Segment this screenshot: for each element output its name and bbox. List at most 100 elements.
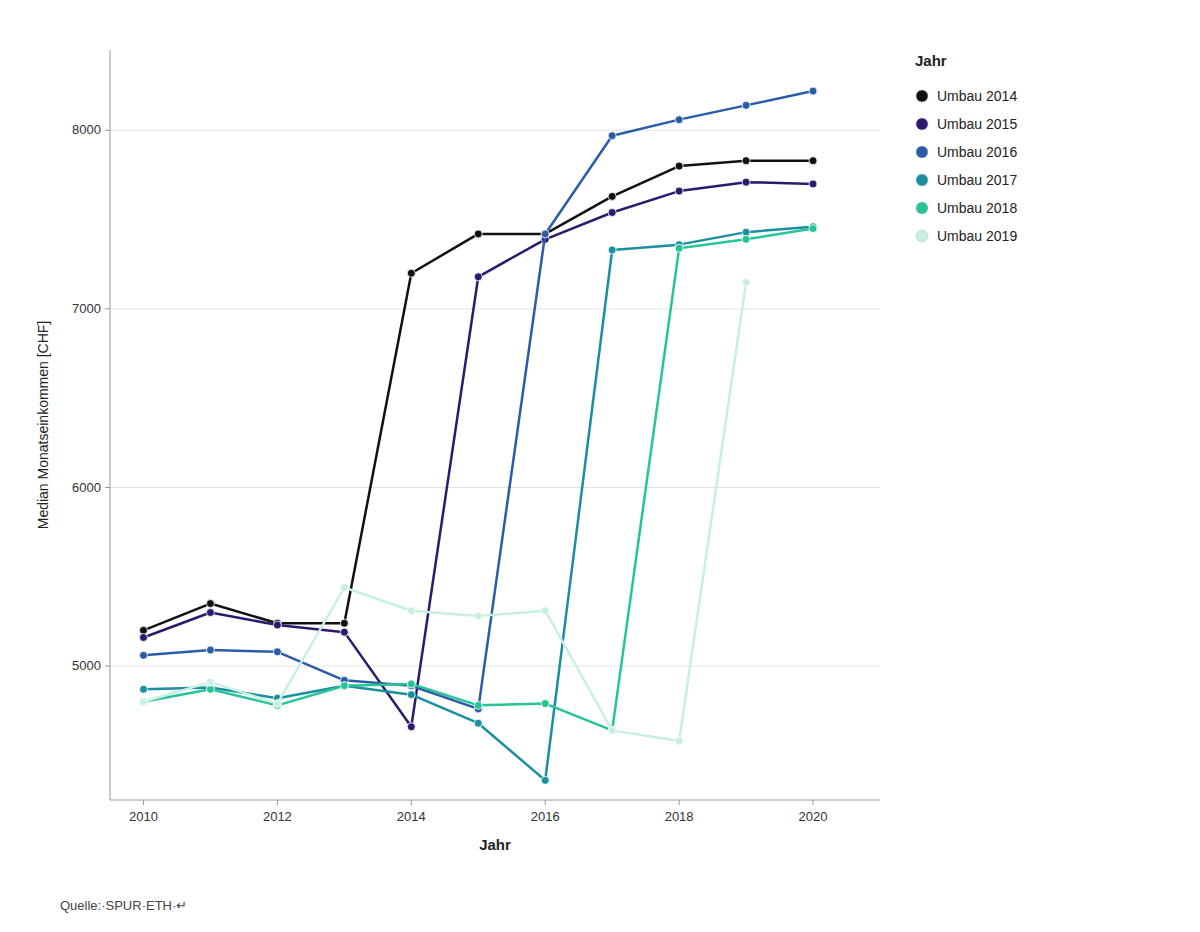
series-point xyxy=(407,691,415,699)
series-point xyxy=(675,162,683,170)
series-point xyxy=(541,607,549,615)
series-point xyxy=(742,235,750,243)
series-point xyxy=(273,648,281,656)
legend-label: Umbau 2015 xyxy=(937,116,1017,132)
x-tick-label: 2010 xyxy=(129,809,158,824)
series-line xyxy=(143,182,813,727)
series-line xyxy=(143,229,813,731)
series-point xyxy=(608,246,616,254)
series-point xyxy=(541,776,549,784)
legend-label: Umbau 2014 xyxy=(937,88,1017,104)
series-point xyxy=(541,230,549,238)
x-axis-line xyxy=(110,800,880,801)
series-point xyxy=(474,230,482,238)
series-point xyxy=(608,132,616,140)
x-tick-label: 2016 xyxy=(531,809,560,824)
series-point xyxy=(742,157,750,165)
x-tick-label: 2020 xyxy=(799,809,828,824)
y-axis-line xyxy=(110,50,111,800)
chart: 5000 6000 7000 8000 2010 2012 2014 2016 2018 2020… xyxy=(0,0,1200,932)
legend-label: Umbau 2019 xyxy=(937,228,1017,244)
series-point xyxy=(608,192,616,200)
series-point xyxy=(340,628,348,636)
series-point xyxy=(742,278,750,286)
series-point xyxy=(139,698,147,706)
series-point xyxy=(340,584,348,592)
y-axis-label: Median Monatseinkommen [CHF] xyxy=(35,321,51,530)
series-point xyxy=(474,701,482,709)
series-point xyxy=(407,723,415,731)
legend-swatch xyxy=(916,202,928,214)
y-tick-label: 6000 xyxy=(72,480,101,495)
legend-swatch xyxy=(916,174,928,186)
series-point xyxy=(139,634,147,642)
series-point xyxy=(206,646,214,654)
y-tick xyxy=(105,130,110,131)
series-point xyxy=(474,612,482,620)
series-point xyxy=(675,116,683,124)
x-tick xyxy=(813,800,814,805)
x-tick-label: 2018 xyxy=(665,809,694,824)
legend-label: Umbau 2016 xyxy=(937,144,1017,160)
x-axis: 2010 2012 2014 2016 2018 2020 xyxy=(129,800,827,824)
series-point xyxy=(340,682,348,690)
x-tick xyxy=(545,800,546,805)
series-point xyxy=(139,685,147,693)
series-point xyxy=(407,680,415,688)
series-point xyxy=(608,726,616,734)
y-tick xyxy=(105,308,110,309)
y-grid: 5000 6000 7000 8000 xyxy=(72,122,880,673)
series-line xyxy=(143,227,813,781)
x-tick xyxy=(679,800,680,805)
y-tick-label: 5000 xyxy=(72,658,101,673)
series-point xyxy=(273,700,281,708)
series-point xyxy=(340,682,348,690)
x-tick-label: 2014 xyxy=(397,809,426,824)
legend: JahrUmbau 2014Umbau 2015Umbau 2016Umbau … xyxy=(915,52,1017,244)
y-tick-label: 7000 xyxy=(72,301,101,316)
plot-data xyxy=(139,87,817,784)
series-point xyxy=(675,187,683,195)
grid-line xyxy=(110,308,880,309)
legend-swatch xyxy=(916,230,928,242)
series-point xyxy=(206,600,214,608)
series-point xyxy=(273,621,281,629)
series-point xyxy=(742,101,750,109)
series-line xyxy=(143,161,813,631)
series-point xyxy=(809,180,817,188)
series-point xyxy=(541,700,549,708)
series-point xyxy=(809,87,817,95)
legend-label: Umbau 2017 xyxy=(937,172,1017,188)
x-axis-label: Jahr xyxy=(479,836,511,853)
chart-container: 5000 6000 7000 8000 2010 2012 2014 2016 2018 2020… xyxy=(0,0,1200,932)
series-point xyxy=(675,244,683,252)
series-point xyxy=(809,225,817,233)
series-point xyxy=(206,609,214,617)
series-point xyxy=(608,726,616,734)
series-point xyxy=(675,737,683,745)
y-tick xyxy=(105,487,110,488)
x-tick-label: 2012 xyxy=(263,809,292,824)
y-tick-label: 8000 xyxy=(72,122,101,137)
series-point xyxy=(340,619,348,627)
legend-swatch xyxy=(916,118,928,130)
x-tick xyxy=(277,800,278,805)
legend-label: Umbau 2018 xyxy=(937,200,1017,216)
series-line xyxy=(143,282,746,741)
series-point xyxy=(139,698,147,706)
legend-swatch xyxy=(916,146,928,158)
x-tick xyxy=(411,800,412,805)
grid-line xyxy=(110,487,880,488)
series-point xyxy=(742,178,750,186)
source-note: Quelle:·SPUR·ETH·↵ xyxy=(60,898,187,913)
series-point xyxy=(474,719,482,727)
grid-line xyxy=(110,666,880,667)
series-point xyxy=(206,678,214,686)
grid-line xyxy=(110,130,880,131)
series-point xyxy=(809,157,817,165)
legend-swatch xyxy=(916,90,928,102)
series-point xyxy=(139,651,147,659)
series-point xyxy=(541,230,549,238)
series-point xyxy=(474,273,482,281)
series-line xyxy=(143,91,813,709)
